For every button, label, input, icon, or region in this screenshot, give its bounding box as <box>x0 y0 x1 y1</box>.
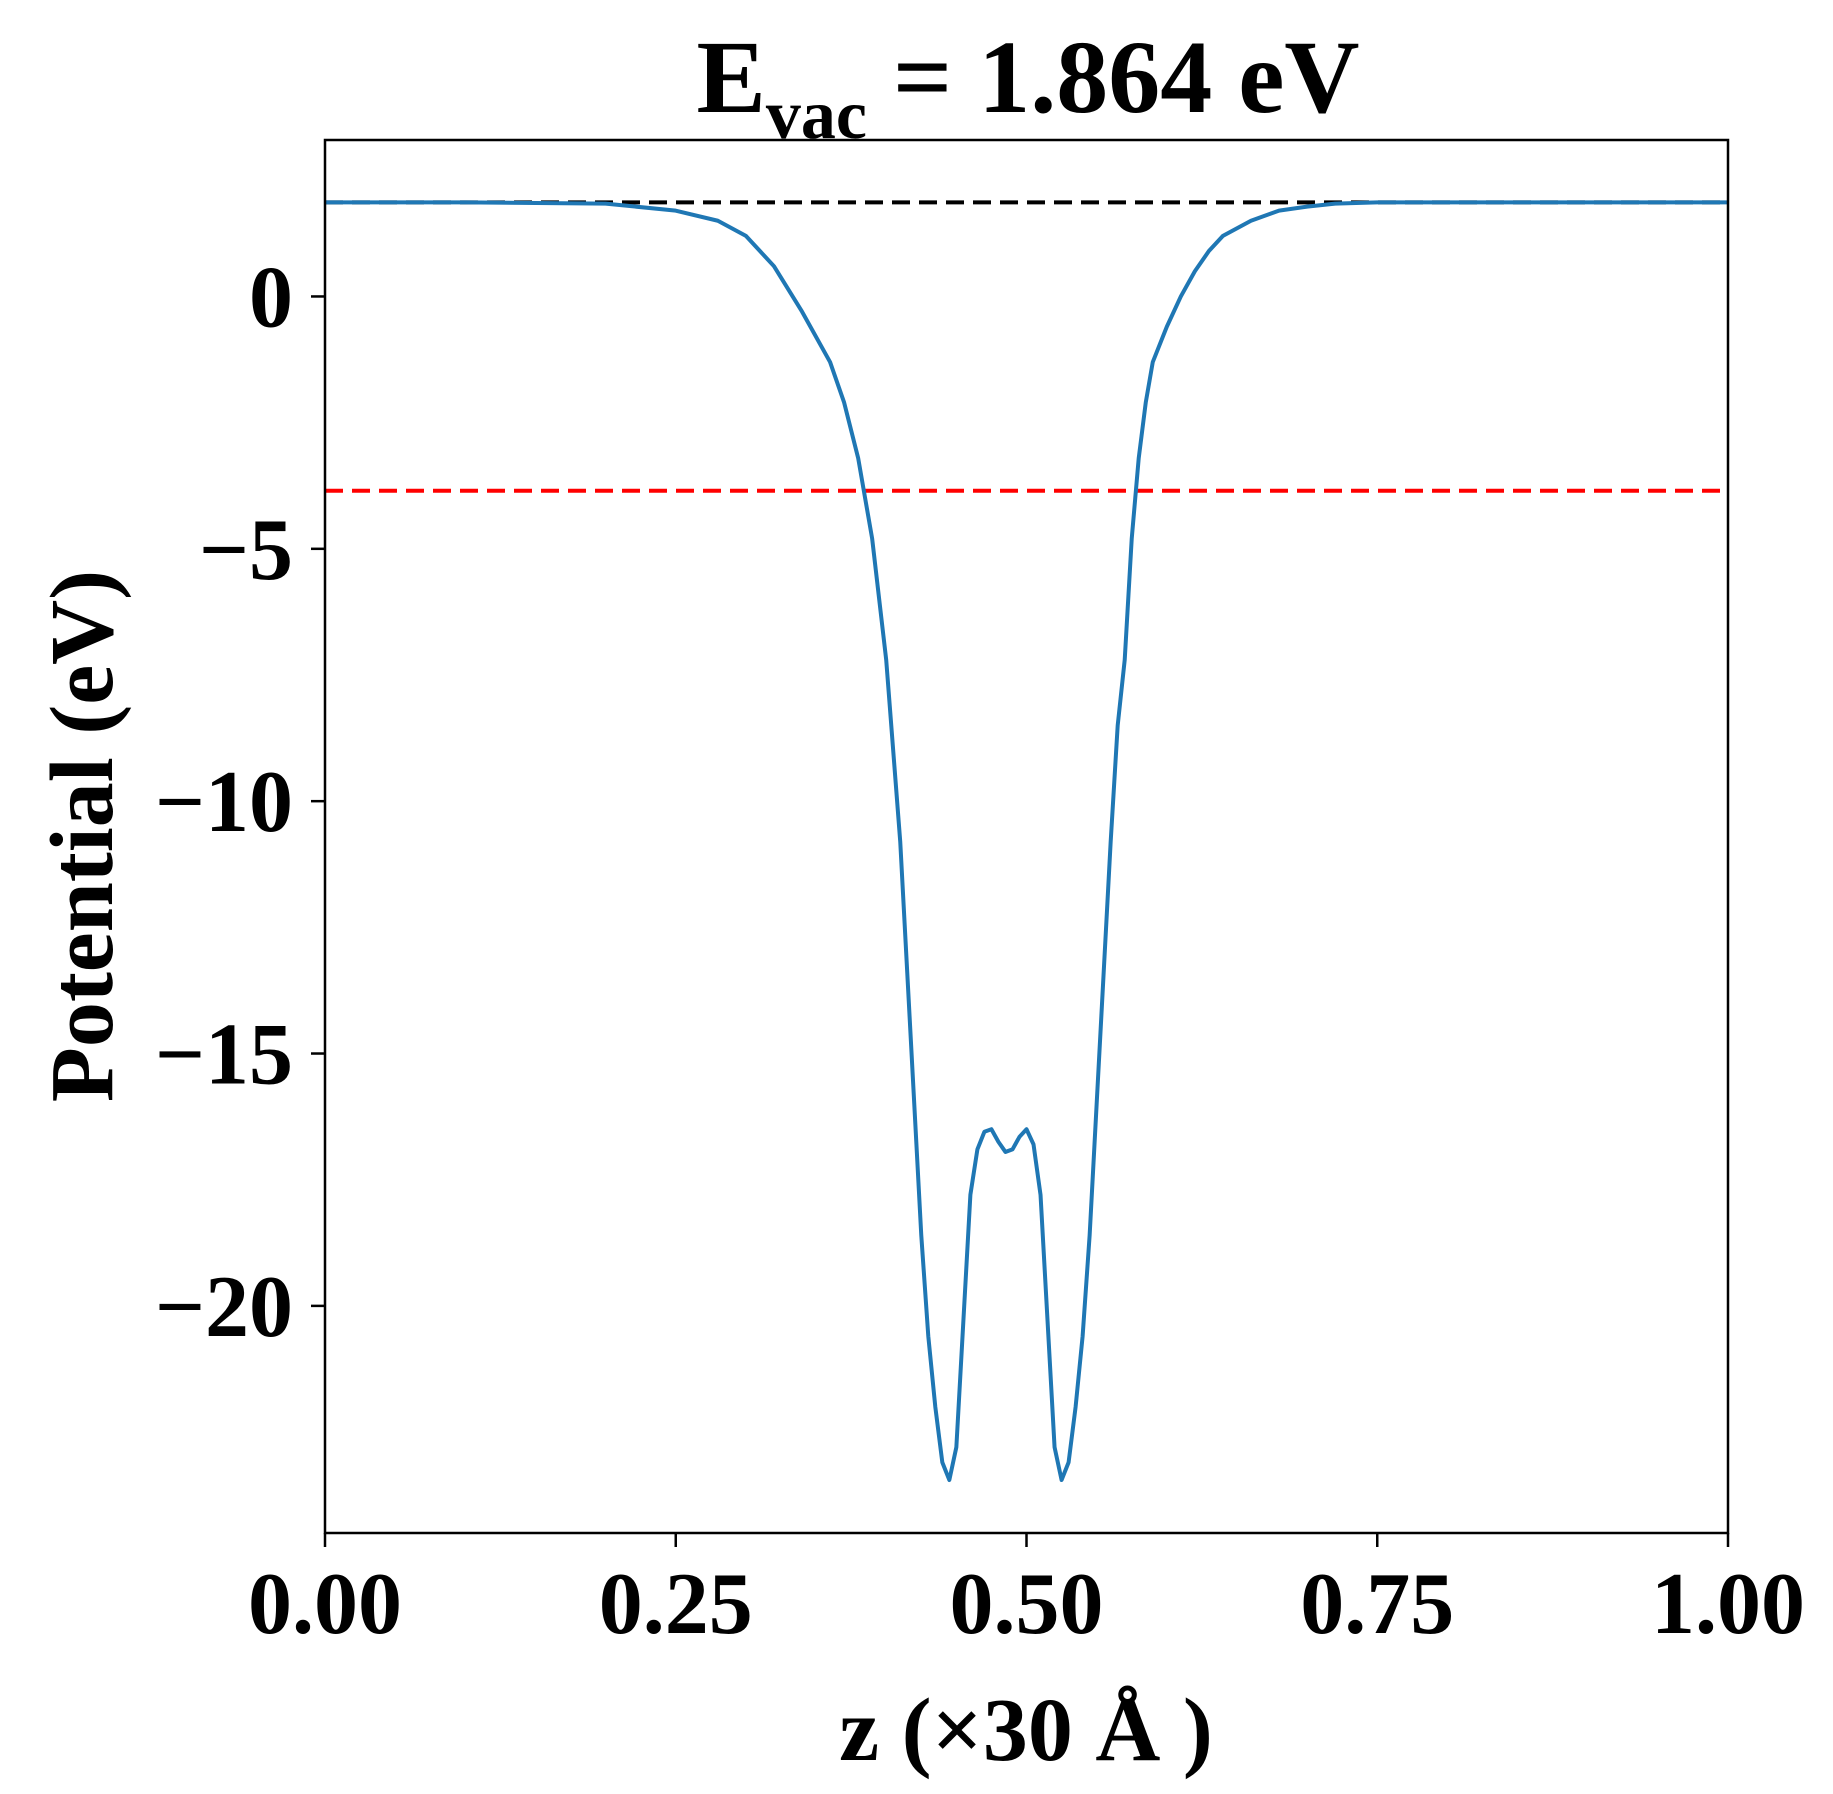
series-layer <box>325 200 1728 1483</box>
plot-frame <box>323 138 1730 1535</box>
x-tick-label: 1.00 <box>1651 1556 1805 1653</box>
y-tick-label: −10 <box>155 754 293 851</box>
chart-title: Evac = 1.864 eV <box>697 20 1360 154</box>
y-axis-label: Potential (eV) <box>33 570 132 1102</box>
y-tick-label: −15 <box>155 1007 293 1104</box>
y-tick-label: 0 <box>249 249 293 346</box>
x-tick-label: 0.25 <box>599 1556 753 1653</box>
chart-title-main: E <box>697 20 766 135</box>
y-tick-label: −5 <box>199 502 293 599</box>
x-axis-ticks: 0.00 0.25 0.50 0.75 1.00 <box>248 1533 1805 1653</box>
series-line-0 <box>325 200 1728 1483</box>
y-axis-ticks: 0 −5 −10 −15 −20 <box>155 249 325 1356</box>
x-axis-label: z (×30 Å ) <box>839 1681 1213 1780</box>
x-tick-label: 0.00 <box>248 1556 402 1653</box>
y-tick-label: −20 <box>155 1259 293 1356</box>
x-tick-label: 0.75 <box>1300 1556 1454 1653</box>
chart-title-subscript: vac <box>766 77 867 154</box>
x-tick-label: 0.50 <box>950 1556 1104 1653</box>
reference-lines <box>325 200 1728 493</box>
chart-title-rest: = 1.864 eV <box>867 20 1360 135</box>
